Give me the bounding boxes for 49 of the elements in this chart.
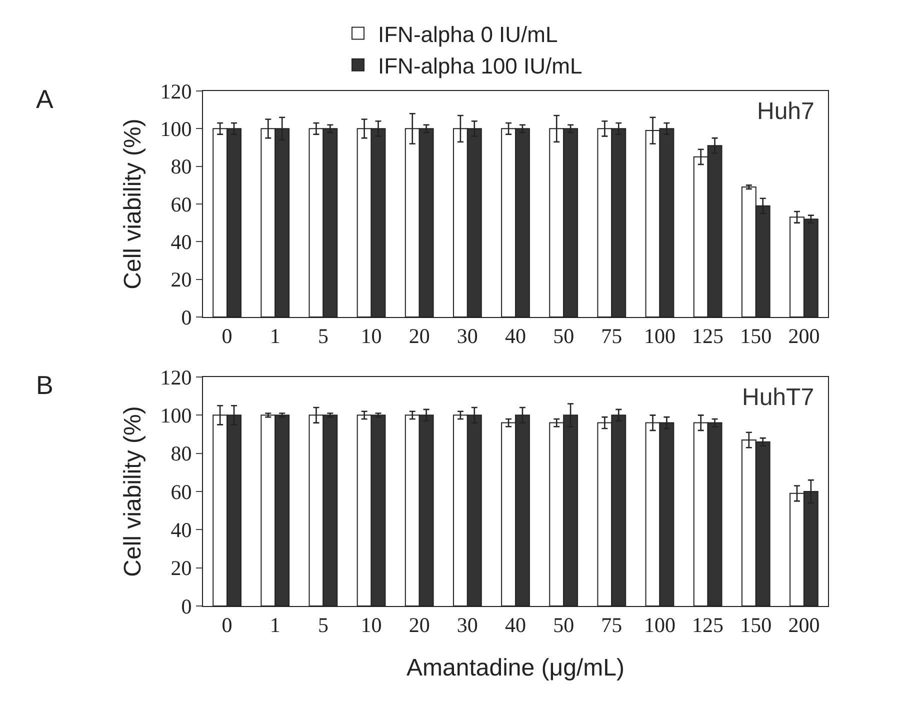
x-tick-label: 30: [456, 324, 478, 348]
y-tick-label: 0: [181, 594, 192, 618]
x-tick-label: 20: [408, 324, 430, 348]
x-tick-label: 40: [505, 324, 526, 348]
x-tick-label: 50: [553, 324, 574, 348]
x-tick-label: 0: [222, 324, 232, 348]
y-tick-label: 120: [160, 79, 192, 104]
x-tick-label: 10: [360, 613, 382, 638]
x-tick-label: 150: [740, 613, 772, 638]
chart-title: A: [36, 84, 54, 114]
legend-label: IFN-alpha 100 IU/mL: [378, 53, 582, 78]
annotation: Huh7: [757, 98, 814, 125]
x-tick-label: 100: [644, 613, 676, 638]
x-tick-label: 0: [222, 613, 232, 638]
x-axis-title: Amantadine (μg/mL): [406, 654, 624, 682]
x-tick-label: 20: [408, 613, 430, 638]
legend-label: IFN-alpha 0 IU/mL: [378, 22, 558, 47]
x-tick-label: 5: [318, 613, 328, 638]
x-tick-label: 10: [360, 324, 382, 348]
y-tick-label: 60: [170, 480, 192, 504]
x-tick-label: 5: [318, 324, 328, 348]
y-tick-label: 60: [170, 192, 192, 216]
y-axis-title: Cell viability (%): [119, 118, 146, 290]
x-tick-label: 150: [740, 324, 772, 348]
x-tick-label: 50: [553, 613, 574, 638]
y-tick-label: 40: [170, 518, 192, 542]
x-tick-label: 200: [788, 613, 820, 638]
x-tick-label: 100: [644, 324, 676, 348]
y-tick-label: 80: [170, 442, 192, 466]
chart-title: B: [36, 370, 54, 400]
x-tick-label: 40: [505, 613, 526, 638]
x-tick-label: 1: [270, 613, 280, 638]
x-tick-label: 75: [601, 613, 622, 638]
x-tick-label: 75: [601, 324, 622, 348]
y-axis-title: Cell viability (%): [119, 406, 146, 577]
y-tick-label: 0: [181, 305, 192, 330]
y-tick-label: 120: [160, 365, 192, 390]
x-tick-label: 125: [692, 324, 724, 348]
y-tick-label: 20: [170, 268, 192, 292]
y-tick-label: 40: [170, 230, 192, 254]
y-tick-label: 100: [160, 117, 192, 142]
x-tick-label: 125: [692, 613, 724, 638]
annotation: HuhT7: [742, 384, 814, 411]
x-tick-label: 200: [788, 324, 820, 348]
x-tick-label: 30: [456, 613, 478, 638]
y-tick-label: 20: [170, 556, 192, 580]
y-tick-label: 100: [160, 404, 192, 428]
y-tick-label: 80: [170, 154, 192, 179]
x-tick-label: 1: [270, 324, 280, 348]
